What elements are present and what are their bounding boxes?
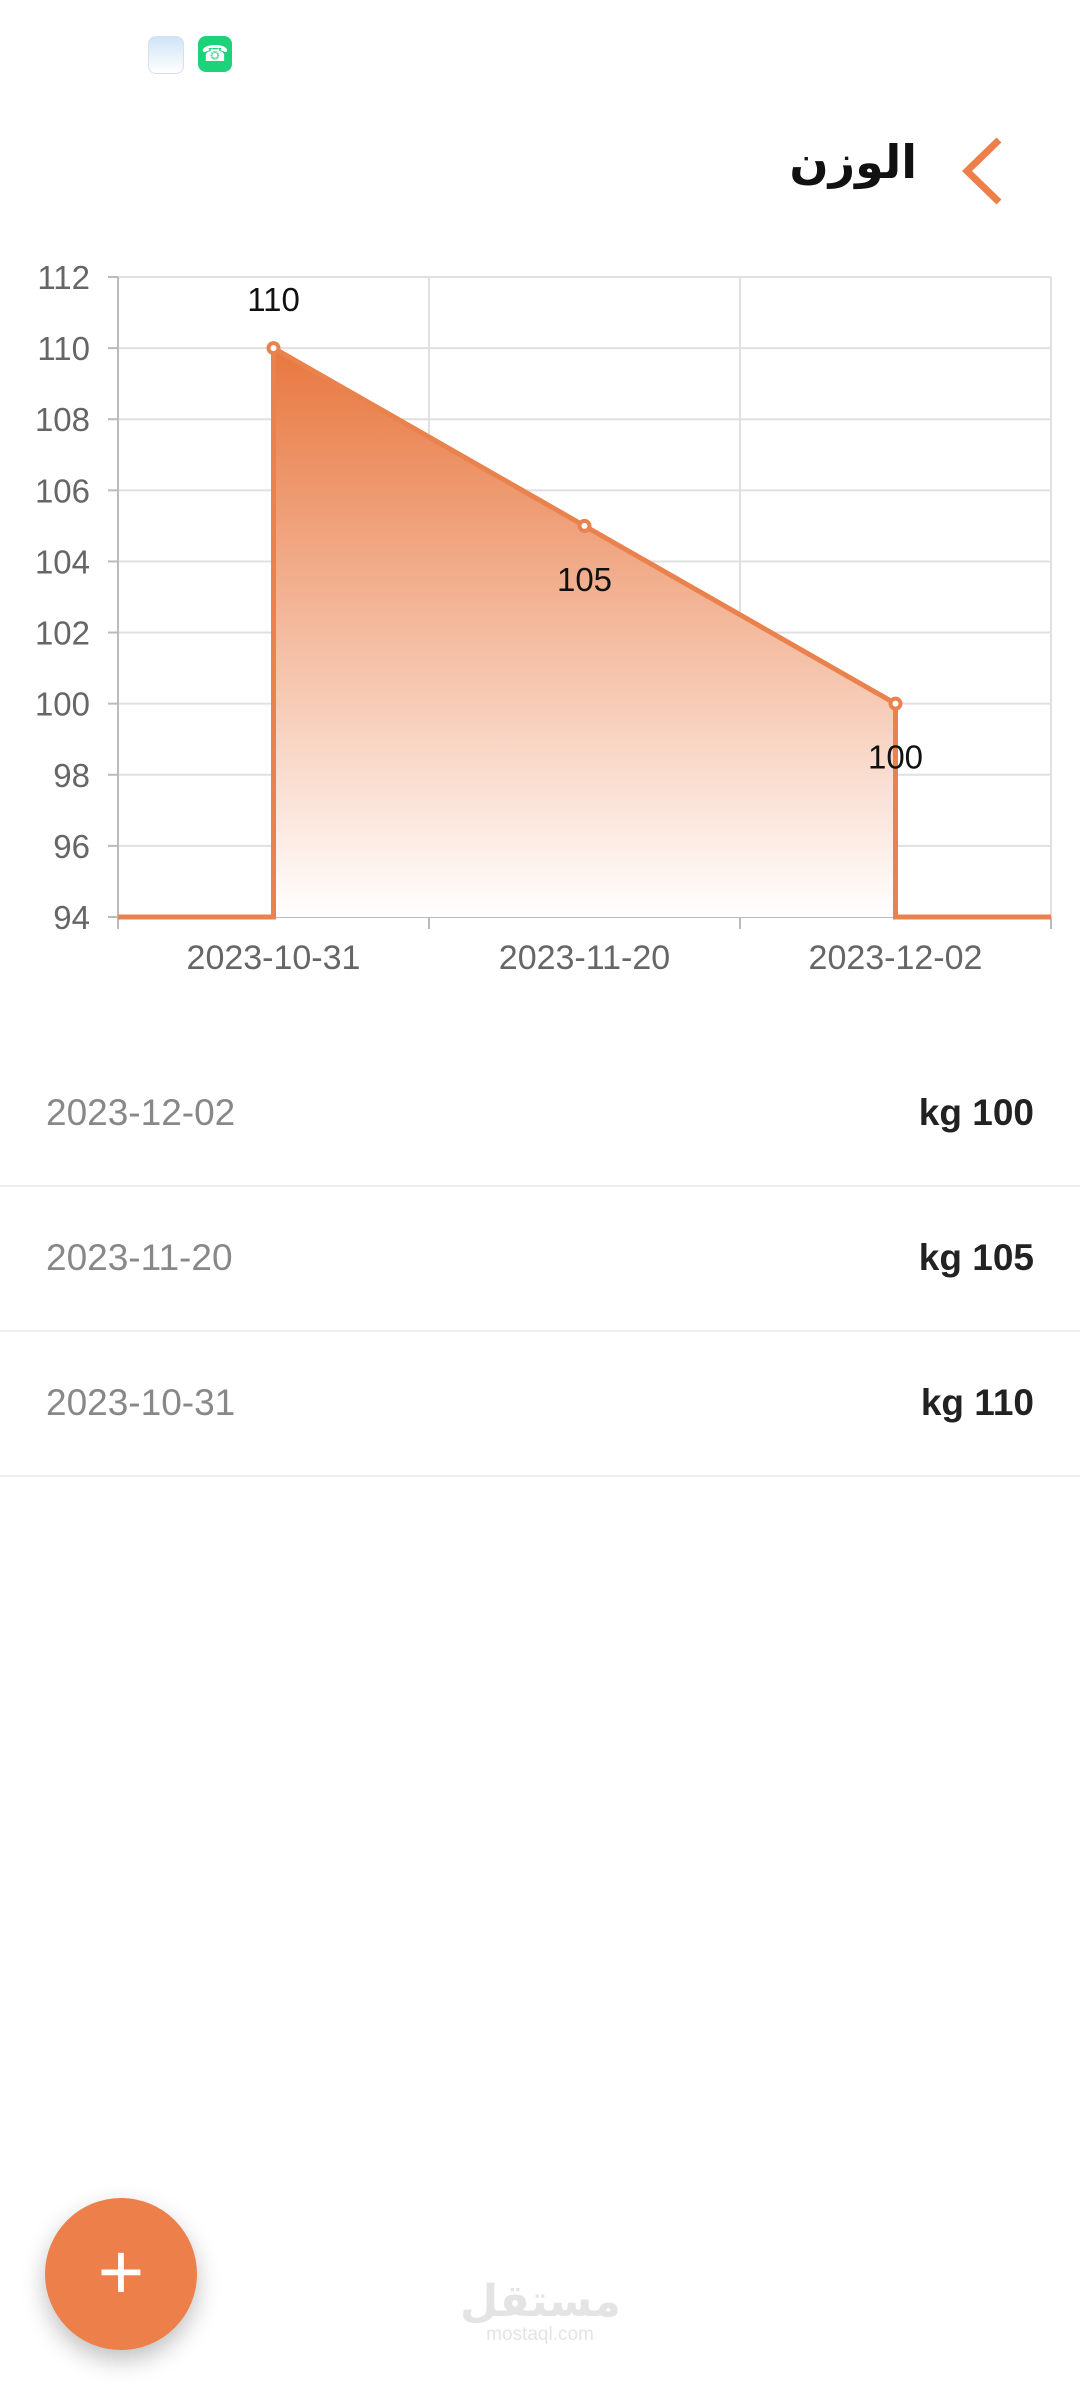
- y-tick-label: 108: [35, 401, 90, 438]
- x-tick-label: 2023-11-20: [499, 939, 670, 977]
- x-tick-label: 2023-10-31: [187, 939, 361, 977]
- y-tick-label: 96: [53, 828, 90, 865]
- data-point: [888, 696, 903, 711]
- y-tick-label: 102: [35, 615, 90, 652]
- y-tick-label: 112: [37, 259, 90, 296]
- y-tick-label: 100: [35, 686, 90, 723]
- data-label: 110: [247, 281, 300, 318]
- weight-chart: 94 96 98 100 102 104 106 108 110 112 2023-10-31 202…: [35, 259, 1052, 977]
- phone-icon: ☎: [198, 36, 232, 72]
- data-point: [266, 341, 281, 356]
- entry-weight: kg 105: [918, 1236, 1034, 1278]
- x-tick-label: 2023-12-02: [809, 939, 983, 977]
- back-button[interactable]: [955, 136, 1015, 206]
- y-tick-label: 98: [53, 757, 90, 794]
- data-label: 100: [868, 739, 923, 776]
- entry-date: 2023-10-31: [46, 1381, 236, 1423]
- area-fill: [273, 348, 896, 918]
- entry-row[interactable]: 2023-10-31 kg 110: [0, 1330, 1080, 1477]
- entry-row[interactable]: 2023-12-02 kg 100: [0, 1040, 1080, 1187]
- chevron-left-icon: [961, 137, 1002, 205]
- data-label: 105: [557, 561, 612, 598]
- data-point: [577, 518, 592, 533]
- watermark: مستقل mostaql.com: [460, 2276, 621, 2346]
- entry-date: 2023-12-02: [46, 1091, 236, 1133]
- entry-date: 2023-11-20: [46, 1236, 233, 1278]
- y-tick-label: 110: [37, 330, 90, 367]
- page-title: الوزن: [789, 135, 917, 189]
- add-entry-button[interactable]: +: [45, 2198, 197, 2350]
- entry-row[interactable]: 2023-11-20 kg 105: [0, 1185, 1080, 1332]
- entry-weight: kg 100: [918, 1091, 1034, 1133]
- y-tick-label: 94: [53, 899, 90, 936]
- watermark-latin: mostaql.com: [486, 2324, 594, 2345]
- watermark-arabic: مستقل: [460, 2276, 621, 2327]
- entry-weight: kg 110: [920, 1381, 1034, 1423]
- app-notification-icon: [148, 36, 184, 74]
- y-tick-label: 106: [35, 472, 90, 509]
- y-tick-label: 104: [35, 543, 90, 580]
